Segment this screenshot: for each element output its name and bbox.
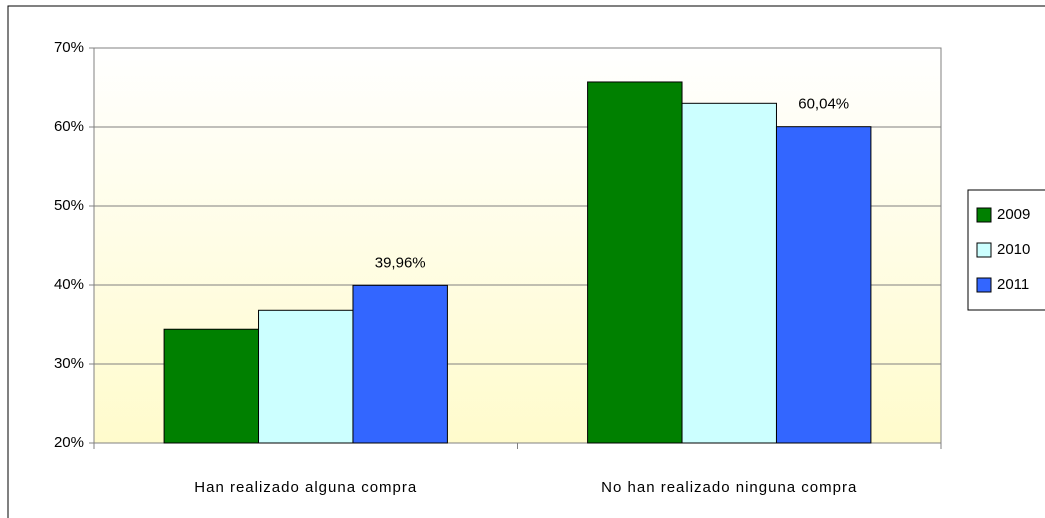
data-label: 60,04%: [798, 96, 849, 113]
legend-swatch: [976, 207, 992, 223]
y-tick-label: 30%: [54, 355, 84, 372]
y-tick-label: 50%: [54, 197, 84, 214]
data-label: 39,96%: [375, 254, 426, 271]
y-tick-label: 60%: [54, 118, 84, 135]
x-tick-label: No han realizado ninguna compra: [601, 479, 857, 496]
legend-label: 2009: [997, 206, 1030, 223]
bar: [681, 102, 777, 444]
bar: [163, 328, 260, 444]
legend-swatch: [976, 242, 992, 258]
y-tick-label: 40%: [54, 276, 84, 293]
bar: [775, 126, 872, 444]
bar: [587, 81, 683, 444]
bar: [352, 284, 448, 444]
y-tick-label: 20%: [54, 434, 84, 451]
y-tick-label: 70%: [54, 39, 84, 56]
legend: 2009 2010 2011: [967, 189, 1045, 311]
legend-label: 2010: [997, 241, 1030, 258]
legend-swatch: [976, 277, 992, 293]
x-tick-label: Han realizado alguna compra: [194, 479, 417, 496]
legend-label: 2011: [997, 276, 1029, 293]
bar: [258, 309, 354, 444]
